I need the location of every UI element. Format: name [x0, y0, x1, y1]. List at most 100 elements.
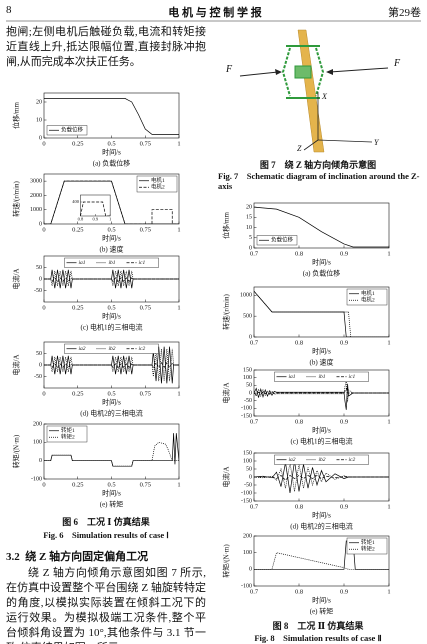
- panel-label: (a) 负载位移: [93, 159, 131, 168]
- x-tick-label: 0.8: [295, 503, 303, 510]
- y-tick-label: 0: [249, 567, 252, 573]
- panel-label: (b) 速度: [310, 358, 334, 367]
- x-axis-label: 时间/s: [102, 234, 121, 243]
- y-tick-label: 20: [246, 204, 252, 210]
- axis-label: X: [322, 92, 327, 101]
- legend-label: ia2: [79, 346, 86, 352]
- figure-caption-en: Fig. 7 Schematic diagram of inclination …: [218, 171, 420, 191]
- x-tick-label: 0.25: [72, 304, 83, 311]
- x-tick-label: 0.7: [250, 503, 259, 510]
- x-axis-label: 时间/s: [312, 258, 331, 267]
- y-tick-label: -150: [241, 498, 252, 504]
- legend-box: [346, 537, 388, 555]
- y-tick-label: 200: [33, 421, 42, 427]
- clamp: [281, 47, 325, 97]
- force-arrow: [329, 67, 389, 73]
- y-axis-label: 转速/(r/min): [222, 293, 231, 329]
- legend-label: 负载位移: [61, 126, 84, 134]
- data-line: [254, 552, 389, 570]
- y-tick-label: -100: [31, 476, 42, 482]
- y-tick-label: 200: [243, 533, 252, 539]
- y-tick-label: 100: [243, 375, 252, 381]
- y-tick-label: -100: [241, 406, 252, 412]
- section-title: 绕 Z 轴方向固定偏角工况: [25, 551, 149, 563]
- x-tick-label: 0.75: [140, 481, 151, 488]
- y-tick-label: 0: [249, 334, 252, 340]
- y-axis-label: 电流/A: [12, 355, 21, 376]
- data-line: [254, 380, 389, 403]
- panel-label: (d) 电机2的三相电流: [290, 522, 352, 531]
- x-tick-label: 1: [387, 339, 390, 346]
- figure-caption: 图 8 工况 Ⅱ 仿真结果: [272, 621, 364, 631]
- x-tick-label: 1: [177, 304, 180, 311]
- legend-label: 转矩2: [361, 545, 375, 553]
- legend-label: 电机2: [361, 296, 375, 304]
- x-axis-label: 时间/s: [102, 312, 121, 321]
- legend-box: [46, 425, 88, 443]
- data-line: [44, 180, 179, 224]
- pole: [297, 29, 325, 153]
- x-axis-label: 时间/s: [102, 489, 121, 498]
- x-tick-label: 0.8: [295, 588, 303, 595]
- x-axis-label: 时间/s: [102, 148, 121, 157]
- x-tick-label: 0.75: [140, 390, 151, 397]
- x-tick-label: 0.75: [140, 226, 151, 233]
- y-tick-label: 0: [249, 474, 252, 480]
- legend-label: ic1: [139, 260, 146, 266]
- data-line: [44, 348, 179, 382]
- y-tick-label: 10: [246, 225, 252, 231]
- x-tick-label: 0.9: [340, 418, 348, 425]
- x-tick-label: 0.7: [250, 339, 259, 346]
- y-axis-label: 电流/A: [222, 383, 231, 404]
- legend-box: [256, 235, 298, 246]
- x-tick-label: 0.75: [140, 304, 151, 311]
- inset-x-tick-label: 0.9: [92, 217, 98, 222]
- page-number: 8: [6, 4, 12, 16]
- y-tick-label: -50: [34, 374, 42, 380]
- x-tick-label: 0.25: [72, 481, 83, 488]
- x-tick-label: 0.5: [107, 390, 115, 397]
- panel-label: (a) 负载位移: [303, 269, 341, 278]
- legend-label: ib1: [109, 260, 116, 266]
- x-tick-label: 0: [42, 140, 45, 147]
- x-tick-label: 0.7: [250, 250, 259, 257]
- legend-label: 转矩1: [61, 426, 75, 434]
- y-axis-label: 转速/(r/min): [12, 180, 21, 216]
- paragraph: 绕 Z 轴方向倾角示意图如图 7 所示,在仿真中设置整个平台围绕 Z 轴旋转特定…: [6, 567, 206, 644]
- data-line: [44, 98, 179, 135]
- x-tick-label: 1: [177, 481, 180, 488]
- x-tick-label: 1: [177, 390, 180, 397]
- data-line: [254, 290, 389, 337]
- x-tick-label: 0: [42, 390, 45, 397]
- x-tick-label: 0.7: [250, 588, 259, 595]
- panel-label: (e) 转矩: [310, 607, 334, 616]
- figure-caption-en: Fig. 8 Simulation results of case Ⅱ: [254, 633, 382, 643]
- x-axis-label: 时间/s: [312, 347, 331, 356]
- x-tick-label: 0: [42, 304, 45, 311]
- y-tick-label: 150: [243, 367, 252, 373]
- legend-box: [346, 288, 388, 306]
- section-heading: 3.2 绕 Z 轴方向固定偏角工况: [6, 548, 148, 564]
- x-tick-label: 0.5: [107, 304, 115, 311]
- x-axis-label: 时间/s: [312, 511, 331, 520]
- data-line: [44, 362, 179, 368]
- volume: 第29卷: [388, 7, 421, 19]
- legend-label: ia2: [289, 457, 296, 463]
- y-axis-label: 电流/A: [222, 467, 231, 488]
- legend-box: [136, 175, 178, 193]
- data-line: [254, 383, 389, 410]
- inset-x-tick-label: 1: [109, 217, 111, 222]
- legend-box: [46, 125, 88, 136]
- legend-label: 电机1: [151, 176, 165, 184]
- x-tick-label: 1: [387, 418, 390, 425]
- x-tick-label: 0.8: [295, 250, 303, 257]
- y-axis-label: 电流/A: [12, 269, 21, 290]
- x-axis-label: 时间/s: [312, 596, 331, 605]
- x-tick-label: 1: [387, 588, 390, 595]
- y-tick-label: -100: [241, 583, 252, 589]
- x-tick-label: 0.9: [340, 250, 348, 257]
- figure-caption-en: Fig. 6 Simulation results of case Ⅰ: [43, 530, 169, 540]
- x-axis-label: 时间/s: [102, 398, 121, 407]
- y-tick-label: -50: [34, 288, 42, 294]
